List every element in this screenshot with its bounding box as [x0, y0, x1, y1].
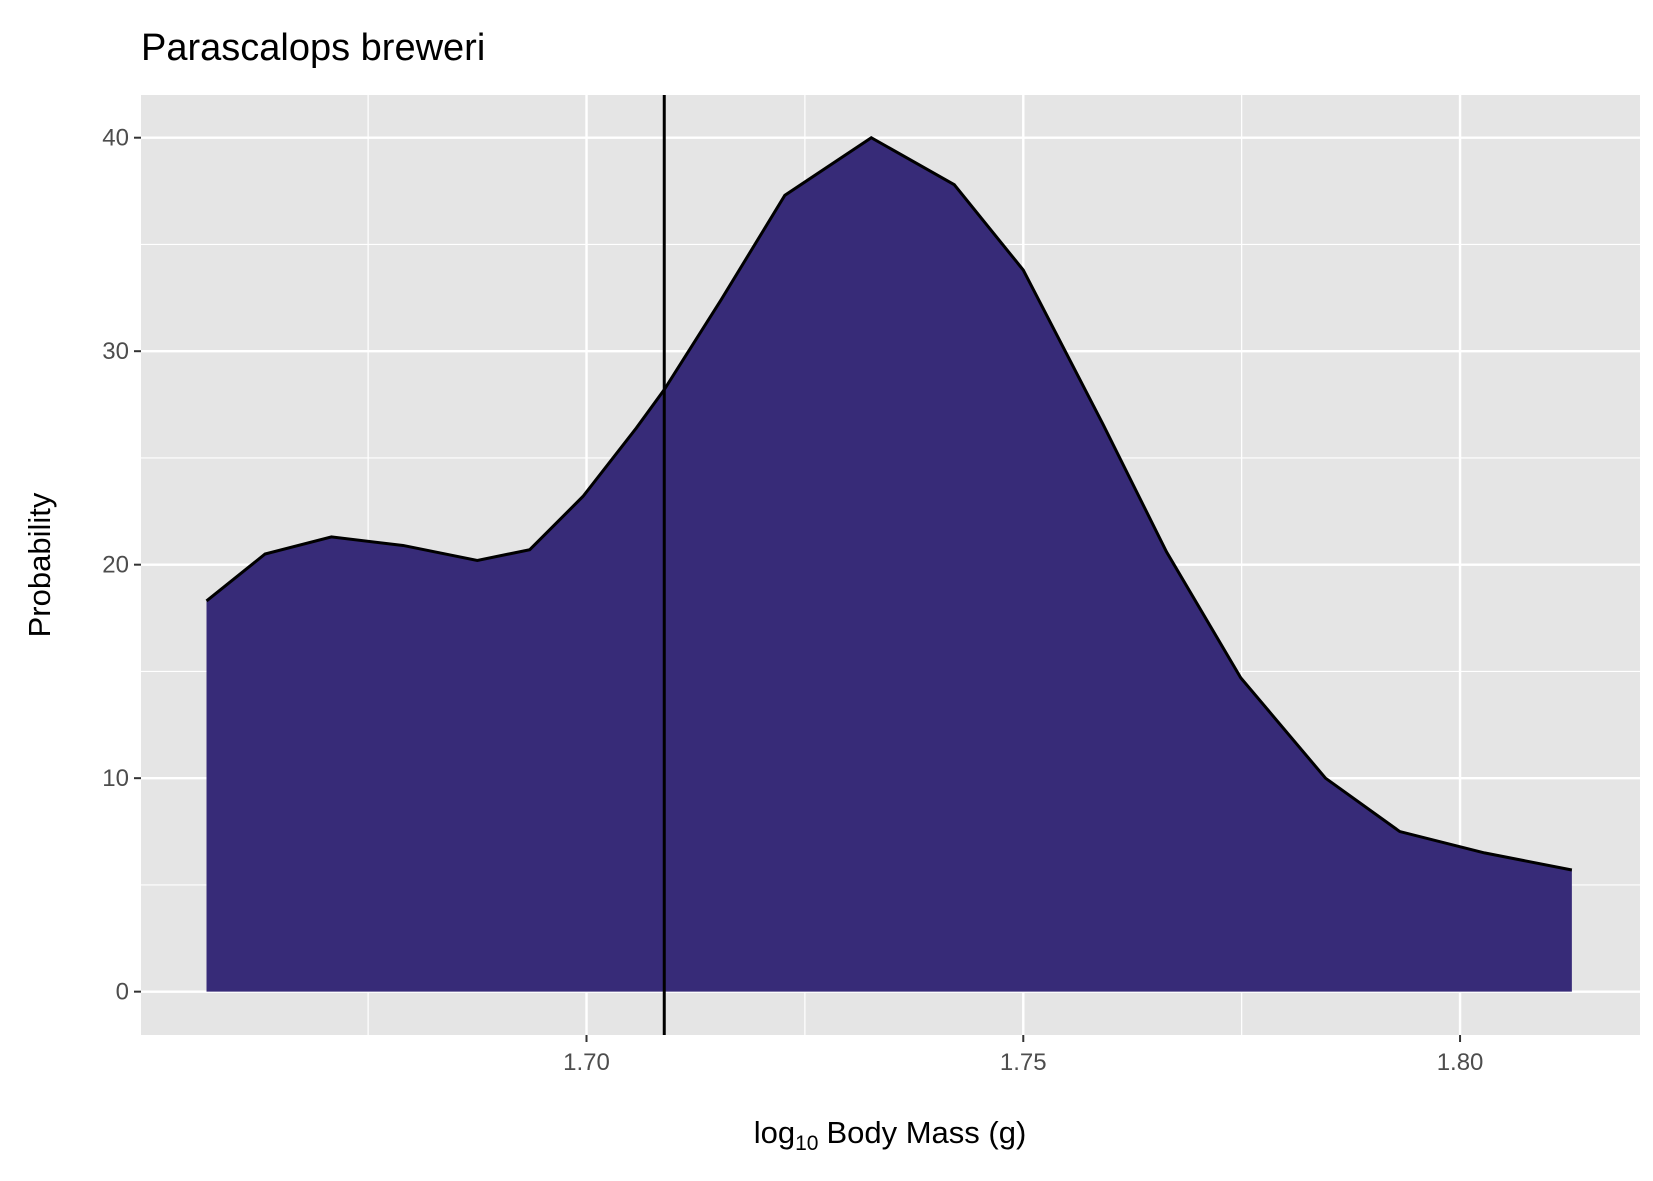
y-tick-label: 30: [102, 338, 129, 365]
x-tick-label: 1.70: [563, 1049, 610, 1076]
y-tick-label: 40: [102, 125, 129, 152]
x-axis-title-subscript: 10: [795, 1132, 818, 1155]
y-tick-label: 0: [116, 979, 129, 1006]
y-axis-title: Probability: [22, 492, 57, 637]
x-axis-title: log10 Body Mass (g): [754, 1115, 1027, 1155]
area-outline: [205, 135, 1573, 872]
x-tick-label: 1.80: [1437, 1049, 1484, 1076]
y-tick-label: 20: [102, 552, 129, 579]
x-axis-title-part: Body Mass (g): [826, 1115, 1026, 1150]
chart-title: Parascalops breweri: [141, 27, 485, 69]
x-tick-label: 1.75: [1000, 1049, 1047, 1076]
area: [206, 137, 1572, 992]
y-tick-label: 10: [102, 765, 129, 792]
x-axis-title-part: log: [754, 1115, 795, 1150]
